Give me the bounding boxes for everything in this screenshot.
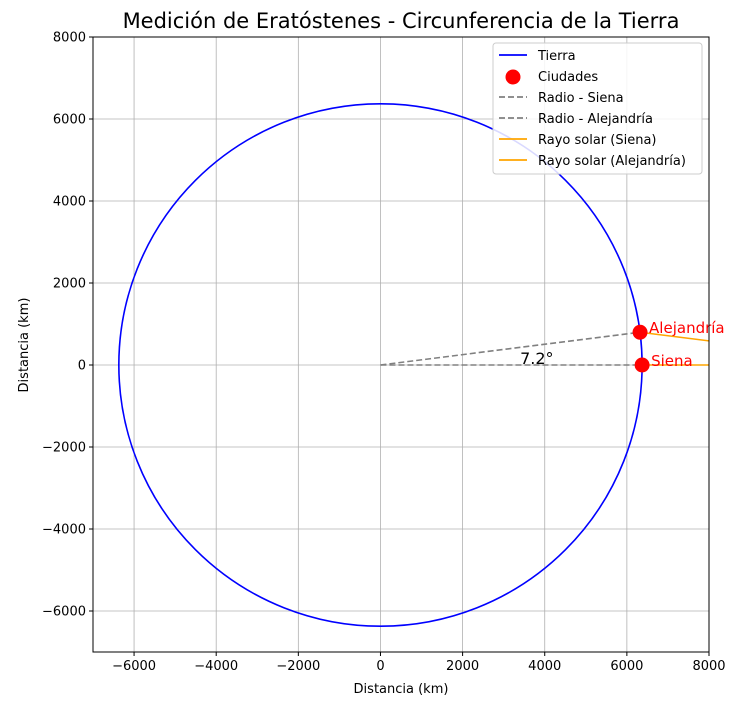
angle-annotation: 7.2° [520, 349, 553, 368]
legend-label-2: Radio - Siena [538, 91, 624, 106]
y-axis-label: Distancia (km) [17, 298, 32, 393]
plot-frame [92, 36, 710, 653]
chart-title: Medición de Eratóstenes - Circunferencia… [123, 9, 680, 33]
x-axis-label: Distancia (km) [354, 682, 449, 697]
radius-line-1 [380, 331, 641, 366]
legend-label-0: Tierra [537, 49, 576, 64]
legend-label-4: Rayo solar (Siena) [538, 133, 657, 148]
y-tick-label: 4000 [53, 195, 86, 210]
x-tick-label: −2000 [276, 659, 320, 674]
x-tick-label: 2000 [446, 659, 479, 674]
city-label-1: Alejandría [649, 319, 725, 337]
x-tick-label: 4000 [528, 659, 561, 674]
y-tick-label: −6000 [42, 605, 86, 620]
legend-marker-1 [505, 69, 521, 85]
legend-label-3: Radio - Alejandría [538, 112, 653, 127]
annotations: Siena Alejandría 7.2° [520, 319, 725, 370]
axis-ticks: −6000 −4000 −2000 0 2000 4000 6000 8000 −6000 −40… [42, 31, 726, 675]
legend: Tierra Ciudades Radio - Siena Radio - Aleja… [492, 42, 703, 175]
x-tick-label: 0 [376, 659, 384, 674]
legend-label-1: Ciudades [538, 70, 598, 85]
y-tick-label: −2000 [42, 441, 86, 456]
y-tick-label: −4000 [42, 523, 86, 538]
x-tick-label: 8000 [692, 659, 725, 674]
x-tick-label: −6000 [112, 659, 156, 674]
legend-label-5: Rayo solar (Alejandría) [538, 154, 686, 169]
legend-box [492, 42, 703, 175]
x-tick-label: −4000 [194, 659, 238, 674]
y-tick-label: 0 [78, 359, 86, 374]
sun-ray-1 [639, 331, 709, 342]
plot-data [118, 102, 709, 628]
y-tick-label: 6000 [53, 113, 86, 128]
city-label-0: Siena [651, 352, 693, 370]
city-point-0 [634, 357, 650, 373]
y-tick-label: 8000 [53, 31, 86, 46]
y-tick-label: 2000 [53, 277, 86, 292]
city-point-1 [632, 324, 648, 340]
x-tick-label: 6000 [610, 659, 643, 674]
